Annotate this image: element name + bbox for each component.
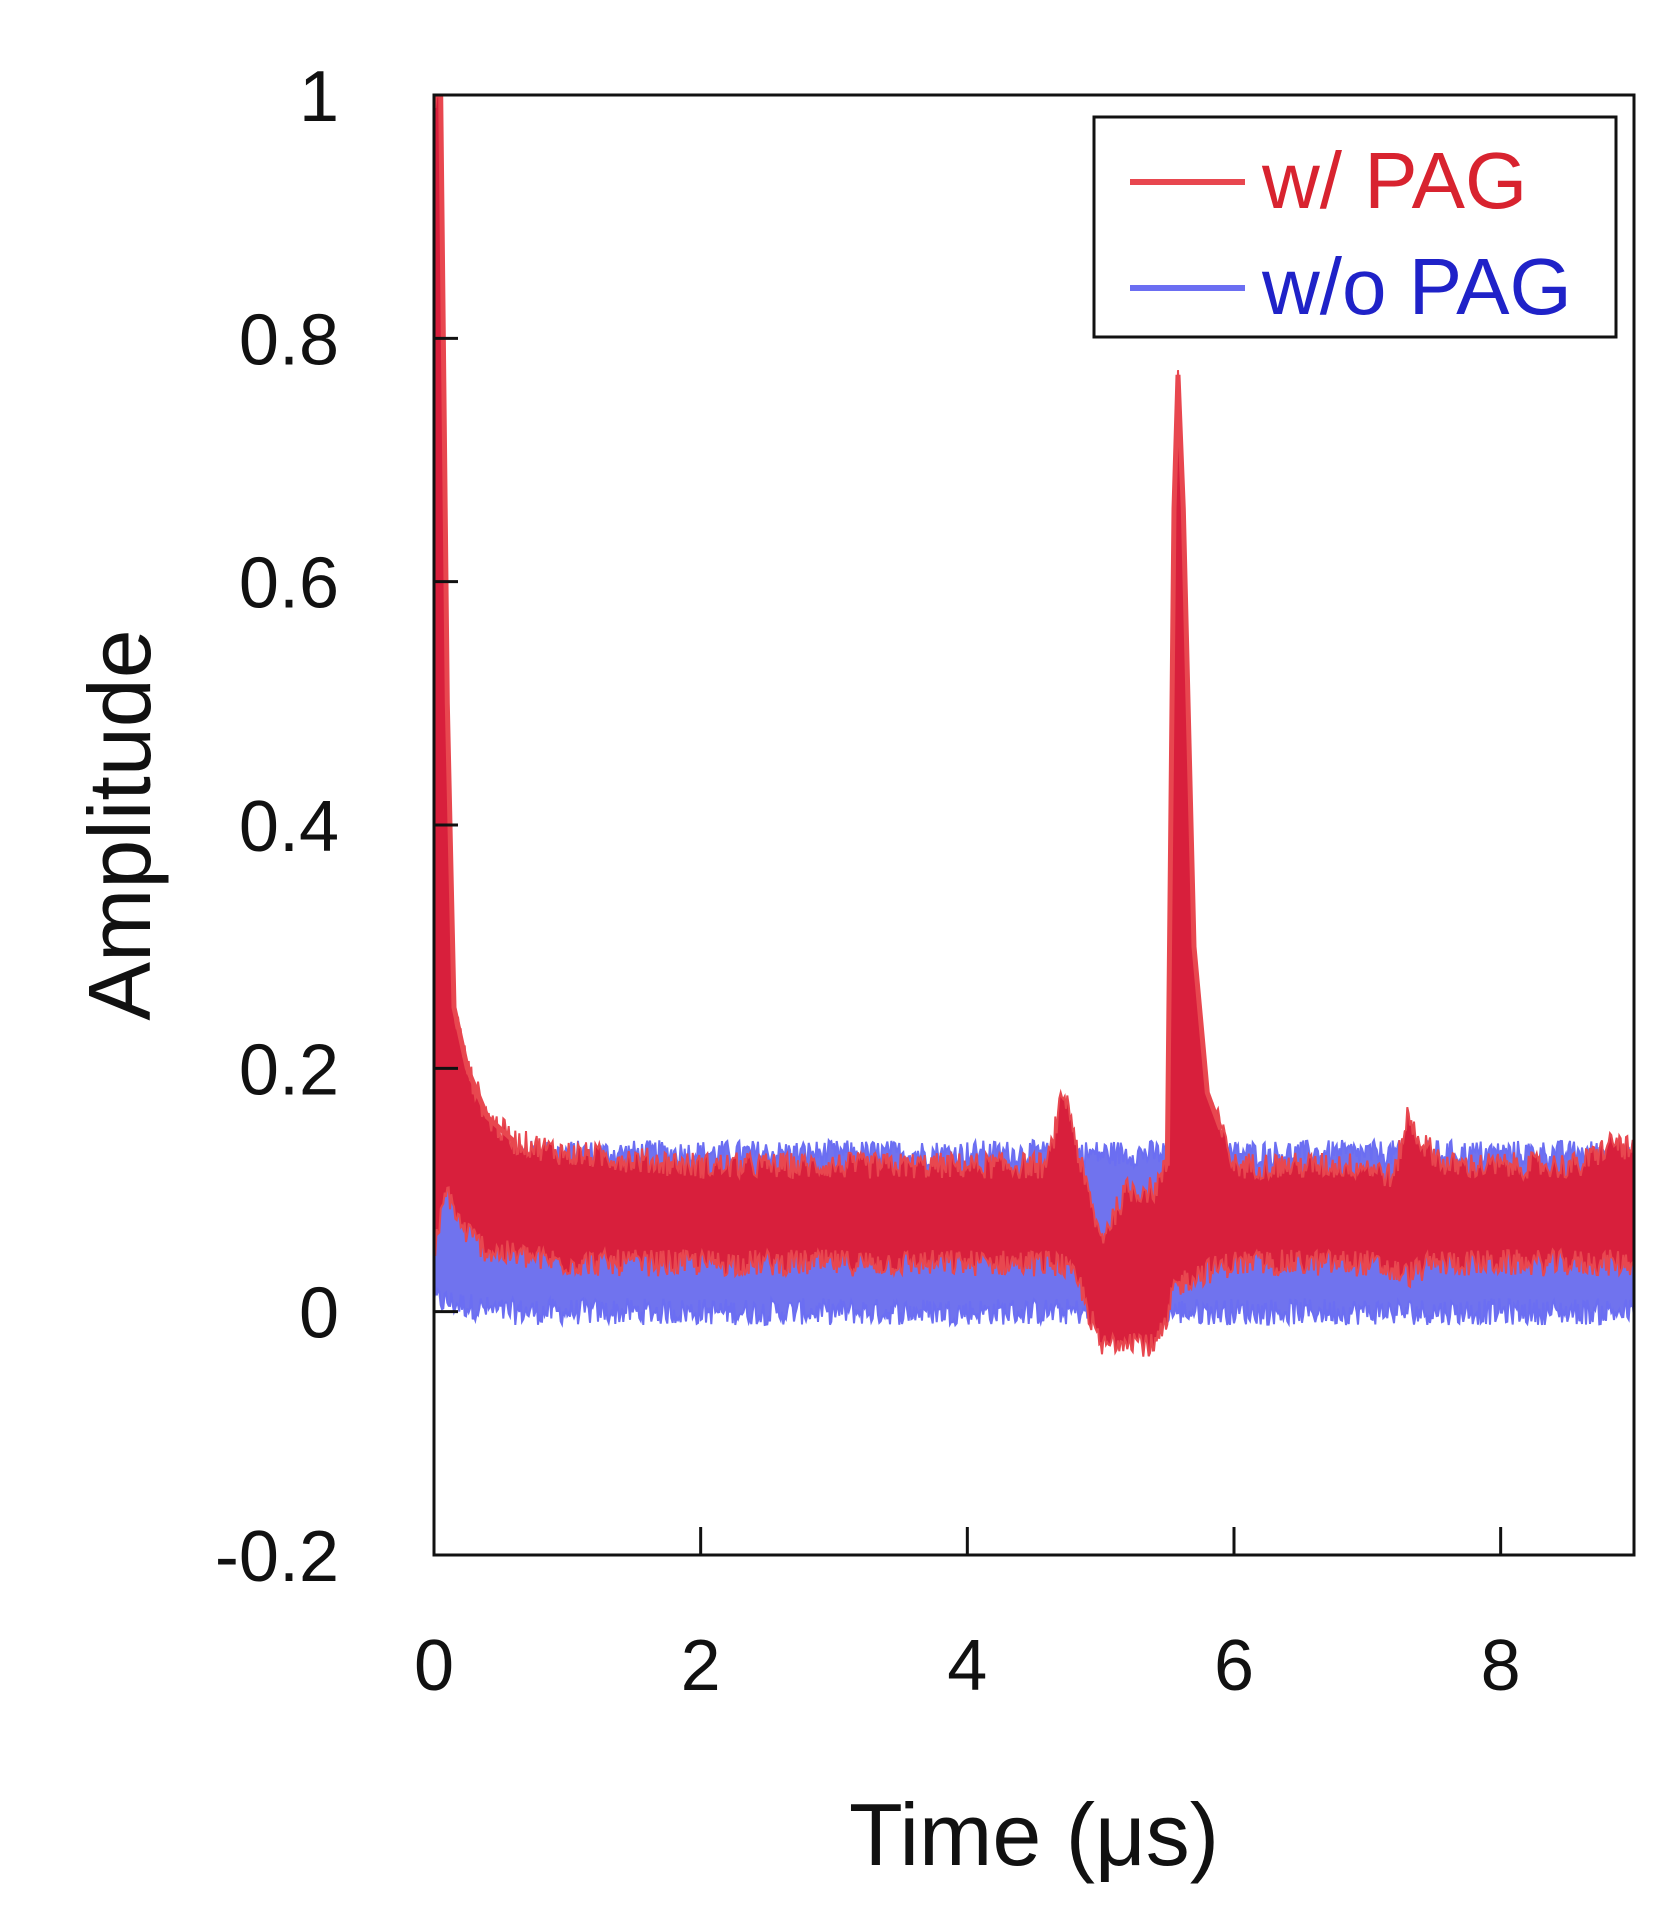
y-tick-label: -0.2 — [215, 1517, 339, 1597]
y-tick-label: 0.8 — [239, 300, 339, 380]
x-tick-label: 8 — [1481, 1626, 1521, 1706]
series-band-w-pag — [434, 95, 1634, 1357]
legend: w/ PAG w/o PAG — [1092, 115, 1618, 339]
y-tick-label: 0.2 — [239, 1030, 339, 1110]
x-tick-label: 0 — [414, 1626, 454, 1706]
y-tick-label: 0.4 — [239, 787, 339, 867]
x-tick-label: 2 — [681, 1626, 721, 1706]
legend-text-w-pag: w/ PAG — [1261, 136, 1527, 225]
x-axis-label: Time (μs) — [849, 1785, 1219, 1884]
x-tick-label: 6 — [1214, 1626, 1254, 1706]
legend-text-w-o-pag: w/o PAG — [1261, 242, 1572, 331]
y-tick-label: 0.6 — [239, 544, 339, 624]
y-tick-label: 0 — [299, 1274, 339, 1354]
y-axis-label: Amplitude — [70, 629, 169, 1020]
ticks-layer: 0 2 4 6 8 -0.2 0 0.2 0.4 0.6 0.8 1 — [215, 57, 1521, 1706]
series-layer — [434, 95, 1634, 1357]
y-tick-label: 1 — [299, 57, 339, 137]
legend-box — [1092, 115, 1618, 339]
series-line-w-pag-peaks — [434, 95, 1224, 1166]
x-tick-label: 4 — [947, 1626, 987, 1706]
